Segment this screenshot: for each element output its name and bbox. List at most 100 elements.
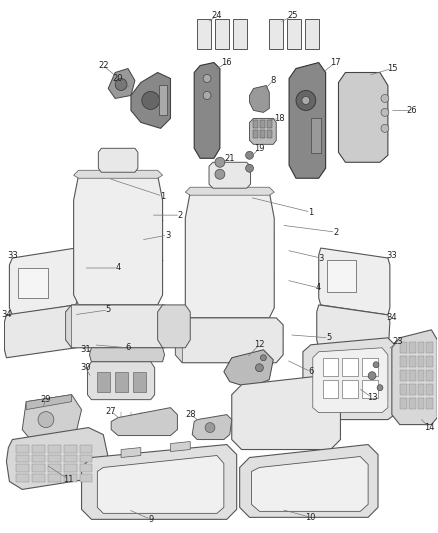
Circle shape xyxy=(203,75,211,83)
Text: 12: 12 xyxy=(254,340,265,349)
Bar xyxy=(409,342,416,353)
Bar xyxy=(16,464,29,472)
Bar xyxy=(327,260,356,292)
Bar xyxy=(400,356,406,367)
Polygon shape xyxy=(158,305,190,348)
Text: 24: 24 xyxy=(212,11,222,20)
Bar xyxy=(287,19,301,49)
Circle shape xyxy=(373,362,379,368)
Bar xyxy=(409,398,416,409)
Bar xyxy=(64,474,77,482)
Text: 34: 34 xyxy=(386,313,397,322)
Polygon shape xyxy=(81,445,237,519)
Bar xyxy=(197,19,211,49)
Bar xyxy=(400,398,406,409)
Polygon shape xyxy=(108,69,135,99)
Polygon shape xyxy=(7,427,108,489)
Bar xyxy=(48,445,61,453)
Bar xyxy=(305,19,319,49)
Bar xyxy=(427,398,433,409)
Text: 4: 4 xyxy=(316,284,321,293)
Bar xyxy=(417,342,424,353)
Polygon shape xyxy=(66,305,170,348)
Bar xyxy=(32,455,45,463)
Text: 31: 31 xyxy=(80,345,91,354)
Text: 14: 14 xyxy=(424,423,434,432)
Bar xyxy=(80,464,92,472)
Text: 1: 1 xyxy=(160,192,165,201)
Bar xyxy=(215,19,229,49)
Polygon shape xyxy=(332,358,385,400)
Circle shape xyxy=(203,92,211,100)
Text: 2: 2 xyxy=(178,211,183,220)
Circle shape xyxy=(205,423,215,433)
Bar xyxy=(343,358,358,376)
Text: 27: 27 xyxy=(106,407,117,416)
Bar xyxy=(32,474,45,482)
Circle shape xyxy=(246,164,254,172)
Bar xyxy=(311,118,321,154)
Polygon shape xyxy=(99,148,138,172)
Text: 3: 3 xyxy=(165,231,170,239)
Text: 34: 34 xyxy=(1,310,12,319)
Text: 28: 28 xyxy=(185,410,195,419)
Bar xyxy=(409,384,416,394)
Text: 25: 25 xyxy=(288,11,298,20)
Circle shape xyxy=(215,169,225,179)
Polygon shape xyxy=(250,118,276,144)
Polygon shape xyxy=(89,348,165,362)
Polygon shape xyxy=(240,445,378,518)
Bar xyxy=(417,384,424,394)
Bar xyxy=(18,268,48,298)
Bar xyxy=(427,342,433,353)
Polygon shape xyxy=(209,162,251,188)
Polygon shape xyxy=(192,415,232,440)
Polygon shape xyxy=(339,72,388,162)
Polygon shape xyxy=(176,318,283,363)
Bar xyxy=(233,19,247,49)
Circle shape xyxy=(296,91,316,110)
Polygon shape xyxy=(313,348,388,413)
Circle shape xyxy=(255,364,263,372)
Text: 18: 18 xyxy=(274,114,285,123)
Bar xyxy=(64,464,77,472)
Polygon shape xyxy=(121,448,141,457)
Polygon shape xyxy=(170,441,190,451)
Bar xyxy=(48,474,61,482)
Bar xyxy=(417,370,424,381)
Text: 6: 6 xyxy=(125,343,131,352)
Text: 4: 4 xyxy=(116,263,121,272)
Polygon shape xyxy=(224,350,273,387)
Bar xyxy=(409,370,416,381)
Polygon shape xyxy=(111,408,177,435)
Text: 1: 1 xyxy=(308,208,314,216)
Bar xyxy=(16,455,29,463)
Bar xyxy=(159,85,166,116)
Polygon shape xyxy=(319,248,390,315)
Bar xyxy=(80,445,92,453)
Bar xyxy=(64,455,77,463)
Text: 23: 23 xyxy=(392,337,403,346)
Bar xyxy=(362,379,378,398)
Text: 3: 3 xyxy=(318,254,323,263)
Text: 20: 20 xyxy=(113,74,124,83)
Polygon shape xyxy=(185,187,274,195)
Text: 30: 30 xyxy=(80,363,91,372)
Text: 21: 21 xyxy=(225,154,235,163)
Text: 8: 8 xyxy=(271,76,276,85)
Bar xyxy=(417,356,424,367)
Circle shape xyxy=(215,157,225,167)
Polygon shape xyxy=(232,375,340,449)
Bar xyxy=(267,120,272,128)
Polygon shape xyxy=(392,330,437,425)
Circle shape xyxy=(115,78,127,91)
Polygon shape xyxy=(176,318,182,363)
Circle shape xyxy=(368,372,376,379)
Text: 5: 5 xyxy=(106,305,111,314)
Bar xyxy=(254,131,258,139)
Polygon shape xyxy=(317,305,390,358)
Bar xyxy=(261,120,265,128)
Polygon shape xyxy=(303,338,395,419)
Text: 2: 2 xyxy=(333,228,338,237)
Circle shape xyxy=(377,385,383,391)
